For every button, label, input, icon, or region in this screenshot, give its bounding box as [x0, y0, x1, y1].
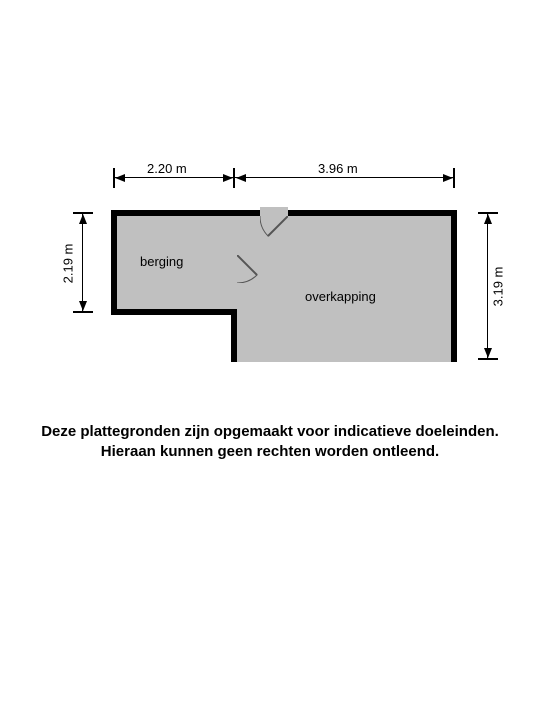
disclaimer-caption: Deze plattegronden zijn opgemaakt voor i…	[0, 422, 540, 463]
arrow-icon	[79, 301, 87, 311]
arrow-icon	[236, 174, 246, 182]
dim-line-left	[82, 213, 83, 312]
arrow-icon	[484, 348, 492, 358]
caption-line2: Hieraan kunnen geen rechten worden ontle…	[101, 443, 439, 460]
dim-line-right	[487, 213, 488, 359]
dim-text-right: 3.19 m	[490, 267, 505, 307]
dim-cap	[73, 311, 93, 313]
dim-cap	[478, 358, 498, 360]
dim-text-left: 2.19 m	[60, 244, 75, 284]
label-overkapping: overkapping	[305, 289, 376, 304]
dim-line-top2	[235, 177, 454, 178]
door-arc-berging	[237, 255, 265, 283]
arrow-icon	[484, 214, 492, 224]
floorplan-canvas: berging overkapping 2.20 m 3.96 m 2.19 m…	[0, 0, 540, 720]
caption-line1: Deze plattegronden zijn opgemaakt voor i…	[41, 423, 499, 440]
dim-cap	[453, 168, 455, 188]
arrow-icon	[223, 174, 233, 182]
dim-text-top2: 3.96 m	[318, 161, 358, 176]
dim-text-top1: 2.20 m	[147, 161, 187, 176]
door-arc-overkapping-top	[260, 216, 288, 244]
label-berging: berging	[140, 254, 183, 269]
arrow-icon	[79, 214, 87, 224]
arrow-icon	[115, 174, 125, 182]
dim-line-top1	[114, 177, 234, 178]
dim-cap	[233, 168, 235, 188]
arrow-icon	[443, 174, 453, 182]
